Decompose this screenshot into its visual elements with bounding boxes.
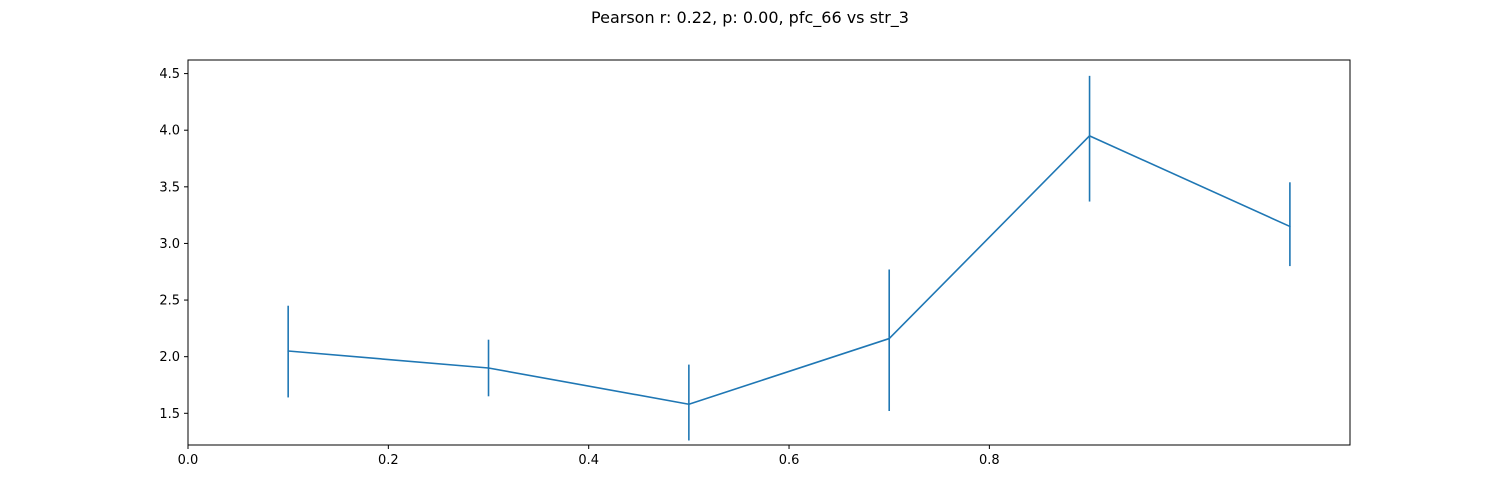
x-tick-label: 0.2 <box>378 453 399 468</box>
y-tick-label: 4.5 <box>159 67 180 82</box>
x-tick-label: 0.6 <box>779 453 800 468</box>
series-line <box>288 135 1291 406</box>
data-point <box>487 367 490 369</box>
x-tick-label: 0.8 <box>979 453 1000 468</box>
y-axis: 1.5 2.0 2.5 3.0 3.5 4.0 4.5 <box>159 67 188 422</box>
y-tick-label: 2.5 <box>159 294 180 309</box>
x-tick-label: 0.0 <box>178 453 199 468</box>
x-tick-label: 0.4 <box>578 453 599 468</box>
data-point <box>1088 135 1091 137</box>
y-tick-label: 3.0 <box>159 237 180 252</box>
chart-title: Pearson r: 0.22, p: 0.00, pfc_66 vs str_… <box>591 8 909 28</box>
data-point <box>287 350 289 352</box>
data-point <box>688 403 690 406</box>
plot-marks <box>287 75 1291 441</box>
y-tick-label: 1.5 <box>159 407 180 422</box>
data-point <box>1289 225 1291 228</box>
data-point <box>888 337 891 340</box>
y-tick-label: 4.0 <box>159 124 180 139</box>
axes-frame <box>187 59 1351 446</box>
y-tick-label: 2.0 <box>159 350 180 365</box>
y-tick-label: 3.5 <box>159 180 180 195</box>
x-axis: 0.0 0.2 0.4 0.6 0.8 <box>178 445 1000 468</box>
